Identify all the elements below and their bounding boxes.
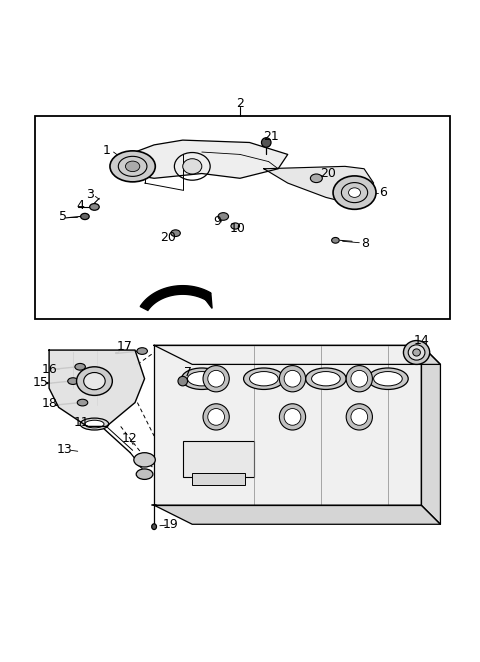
Text: 18: 18 bbox=[41, 397, 57, 410]
Ellipse shape bbox=[404, 340, 430, 364]
Bar bbox=[192, 473, 245, 485]
Ellipse shape bbox=[80, 418, 109, 430]
Ellipse shape bbox=[171, 230, 180, 236]
Ellipse shape bbox=[203, 365, 229, 392]
Ellipse shape bbox=[332, 238, 339, 243]
Text: 15: 15 bbox=[33, 376, 48, 389]
Ellipse shape bbox=[243, 368, 284, 389]
Polygon shape bbox=[154, 346, 441, 364]
Ellipse shape bbox=[312, 371, 340, 386]
Ellipse shape bbox=[183, 159, 202, 174]
Ellipse shape bbox=[81, 213, 89, 220]
Ellipse shape bbox=[84, 373, 105, 390]
Ellipse shape bbox=[413, 349, 420, 356]
Ellipse shape bbox=[152, 524, 156, 530]
Ellipse shape bbox=[333, 176, 376, 209]
Ellipse shape bbox=[208, 370, 225, 387]
Bar bbox=[35, 117, 450, 319]
Ellipse shape bbox=[279, 404, 306, 430]
Ellipse shape bbox=[346, 365, 372, 392]
Text: 20: 20 bbox=[320, 167, 336, 180]
Text: 16: 16 bbox=[41, 363, 57, 375]
Ellipse shape bbox=[218, 213, 228, 220]
Ellipse shape bbox=[306, 368, 346, 389]
Ellipse shape bbox=[77, 399, 88, 406]
Ellipse shape bbox=[76, 367, 112, 395]
Text: 12: 12 bbox=[121, 432, 137, 445]
Ellipse shape bbox=[279, 365, 306, 392]
Ellipse shape bbox=[348, 188, 360, 197]
Text: 1: 1 bbox=[102, 144, 110, 157]
Text: 5: 5 bbox=[60, 210, 67, 223]
Ellipse shape bbox=[110, 151, 156, 182]
Ellipse shape bbox=[346, 404, 372, 430]
Circle shape bbox=[178, 376, 188, 386]
Ellipse shape bbox=[137, 348, 147, 354]
Bar bbox=[183, 441, 254, 477]
Text: 17: 17 bbox=[117, 340, 132, 354]
Text: 21: 21 bbox=[263, 130, 279, 143]
Ellipse shape bbox=[373, 371, 402, 386]
Text: 10: 10 bbox=[230, 222, 246, 236]
Polygon shape bbox=[206, 293, 212, 308]
Ellipse shape bbox=[136, 469, 153, 479]
Polygon shape bbox=[154, 505, 441, 524]
Text: 6: 6 bbox=[379, 186, 387, 199]
Ellipse shape bbox=[284, 408, 301, 425]
Ellipse shape bbox=[181, 368, 222, 389]
Ellipse shape bbox=[75, 363, 85, 370]
Text: 20: 20 bbox=[160, 232, 176, 244]
Polygon shape bbox=[140, 286, 211, 310]
Polygon shape bbox=[421, 346, 441, 524]
Text: 9: 9 bbox=[213, 214, 221, 228]
Polygon shape bbox=[154, 346, 421, 505]
Text: 7: 7 bbox=[183, 366, 192, 379]
Ellipse shape bbox=[250, 371, 278, 386]
Polygon shape bbox=[264, 166, 373, 202]
Ellipse shape bbox=[351, 370, 368, 387]
Ellipse shape bbox=[188, 371, 216, 386]
Text: 3: 3 bbox=[86, 189, 94, 201]
Ellipse shape bbox=[85, 420, 104, 428]
Ellipse shape bbox=[231, 223, 240, 229]
Circle shape bbox=[262, 138, 271, 147]
Text: 13: 13 bbox=[57, 443, 72, 456]
Polygon shape bbox=[116, 140, 288, 178]
Ellipse shape bbox=[311, 174, 323, 183]
Ellipse shape bbox=[125, 161, 140, 171]
Ellipse shape bbox=[408, 345, 425, 360]
Text: 19: 19 bbox=[163, 518, 179, 531]
Ellipse shape bbox=[284, 370, 301, 387]
Text: 4: 4 bbox=[76, 199, 84, 213]
Ellipse shape bbox=[134, 453, 156, 467]
Text: 8: 8 bbox=[361, 237, 369, 250]
Ellipse shape bbox=[368, 368, 408, 389]
Ellipse shape bbox=[208, 408, 225, 425]
Text: 14: 14 bbox=[413, 334, 429, 347]
Polygon shape bbox=[49, 350, 144, 426]
Ellipse shape bbox=[90, 204, 99, 211]
Text: 2: 2 bbox=[236, 97, 244, 110]
Ellipse shape bbox=[68, 378, 78, 385]
Text: 11: 11 bbox=[74, 416, 89, 429]
Ellipse shape bbox=[351, 408, 368, 425]
Ellipse shape bbox=[203, 404, 229, 430]
